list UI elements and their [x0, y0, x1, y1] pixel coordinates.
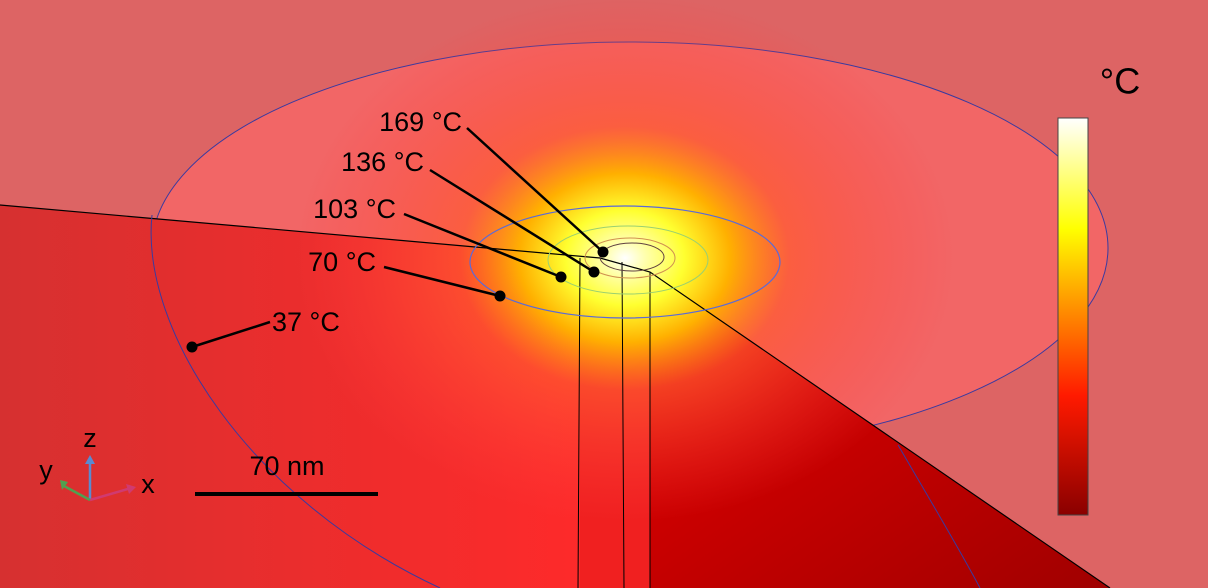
scale-bar-label: 70 nm [249, 451, 324, 481]
axis-label: y [39, 455, 53, 485]
probe-point [495, 291, 506, 302]
probe-point [589, 267, 600, 278]
colorbar-gradient [1058, 118, 1088, 515]
probe-point [556, 272, 567, 283]
contour-label: 136 °C [341, 147, 424, 177]
simulation-view: 20406080100120140160180 169 °C 136 °C 10… [0, 0, 1208, 588]
probe-point [598, 247, 609, 258]
axis-label: z [83, 423, 97, 453]
heat-spot [295, 0, 955, 522]
probe-point [187, 342, 198, 353]
colorbar-unit: °C [1100, 61, 1140, 102]
contour-label: 70 °C [308, 247, 376, 277]
contour-label: 37 °C [272, 307, 340, 337]
contour-label: 103 °C [313, 194, 396, 224]
axis-label: x [141, 469, 155, 499]
contour-label: 169 °C [379, 107, 462, 137]
